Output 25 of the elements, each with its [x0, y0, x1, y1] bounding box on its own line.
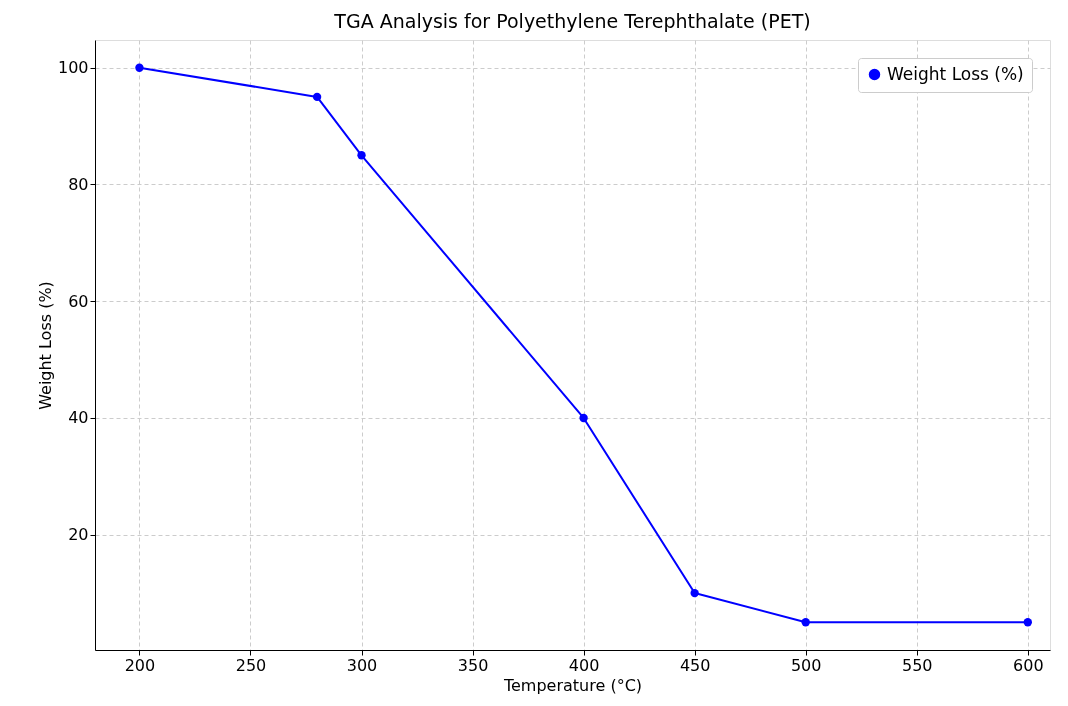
x-axis-title: Temperature (°C): [502, 675, 643, 695]
x-tick-label: 450: [679, 655, 711, 675]
y-tick-label: 100: [57, 58, 89, 78]
point: [135, 63, 144, 72]
point: [690, 588, 699, 598]
point: [312, 92, 322, 102]
point: [579, 413, 588, 423]
y-tick-label: 60: [68, 291, 89, 311]
chart-title: TGA Analysis for Polyethylene Terephthalate (PET): [333, 10, 811, 32]
x-tick-label: 550: [901, 655, 933, 675]
x-tick-label: 350: [457, 655, 489, 675]
x-tick-label: 250: [235, 655, 267, 675]
point: [801, 618, 810, 627]
x-tick-label: 600: [1013, 655, 1044, 675]
y-tick-label: 80: [68, 174, 89, 194]
x-tick-label: 400: [568, 655, 600, 675]
point: [357, 151, 366, 160]
x-tick-label: 200: [124, 655, 156, 675]
y-tick-label: 20: [68, 525, 89, 545]
legend-label: Weight Loss (%): [887, 63, 1024, 84]
x-tick-label: 300: [346, 655, 378, 675]
y-axis-title: Weight Loss (%): [35, 281, 55, 410]
point: [1023, 618, 1032, 627]
y-tick-label: 40: [68, 408, 89, 428]
x-tick-label: 500: [790, 655, 822, 675]
